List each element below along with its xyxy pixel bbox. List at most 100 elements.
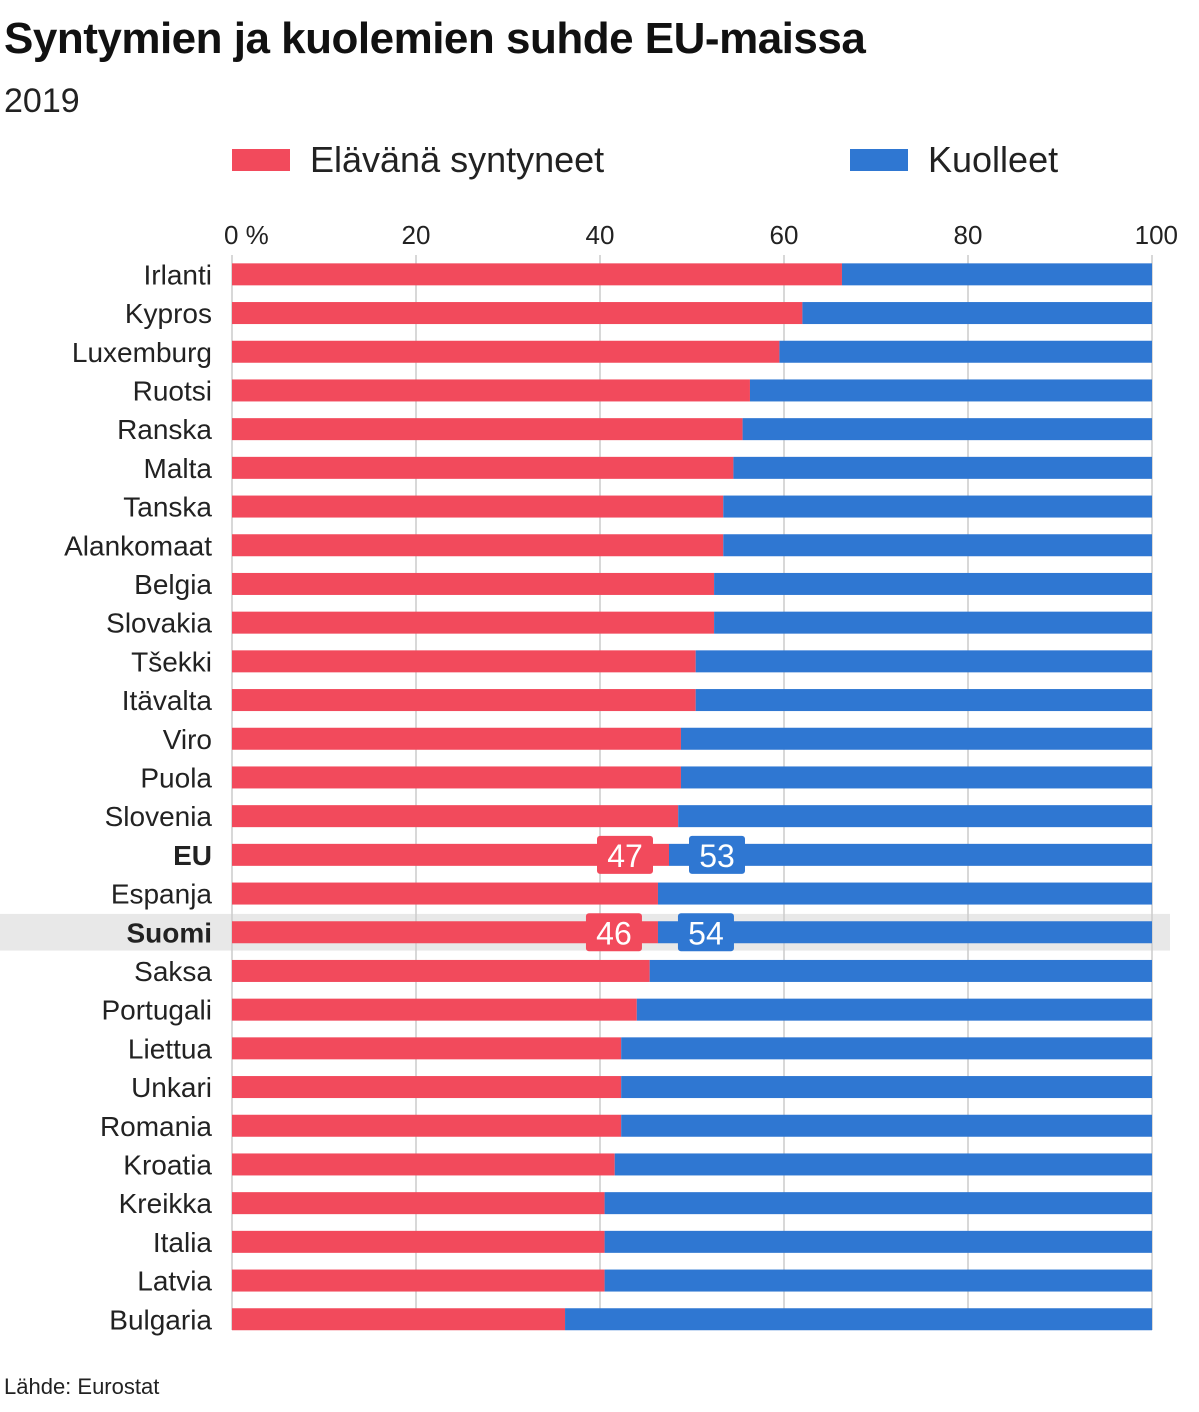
category-label: Italia xyxy=(153,1227,213,1258)
x-tick-label: 80 xyxy=(954,220,983,250)
chart-title: Syntymien ja kuolemien suhde EU-maissa xyxy=(4,14,866,63)
bar-deaths xyxy=(657,882,1152,905)
data-label-deaths: 54 xyxy=(688,915,724,951)
bar-deaths xyxy=(714,572,1152,595)
bar-births xyxy=(232,495,724,518)
bar-deaths xyxy=(695,689,1152,712)
bar-births xyxy=(232,689,696,712)
bar-births xyxy=(232,1037,622,1060)
bar-deaths xyxy=(678,805,1152,828)
x-tick-label: 100 xyxy=(1135,220,1178,250)
category-label: Liettua xyxy=(128,1033,212,1064)
bar-deaths xyxy=(714,611,1152,634)
stacked-bar-chart: 0 % 20 40 60 80 100 Irlanti Kypros Luxemburg Ruo… xyxy=(0,220,1178,1335)
bar-births xyxy=(232,882,658,905)
bar-births xyxy=(232,843,669,866)
category-label: Puola xyxy=(140,762,212,793)
category-label: Saksa xyxy=(134,956,212,987)
bar-deaths xyxy=(841,263,1152,286)
bar-deaths xyxy=(749,379,1152,402)
bar-births xyxy=(232,998,637,1021)
bar-births xyxy=(232,263,842,286)
category-label: Ranska xyxy=(117,414,212,445)
bar-deaths xyxy=(621,1037,1152,1060)
category-labels: Irlanti Kypros Luxemburg Ruotsi Ranska Malta T… xyxy=(64,259,212,1335)
data-label-births-box xyxy=(585,913,642,952)
bar-births xyxy=(232,959,650,982)
category-label: Suomi xyxy=(126,917,212,948)
bar-births xyxy=(232,1308,566,1331)
x-tick-label: 60 xyxy=(770,220,799,250)
category-label: EU xyxy=(173,840,212,871)
bar-births xyxy=(232,921,658,944)
data-label-deaths-box xyxy=(677,913,734,952)
bar-deaths xyxy=(621,1076,1152,1099)
bar-deaths xyxy=(657,921,1152,944)
bar-deaths xyxy=(779,340,1152,363)
data-label-births-box xyxy=(597,835,653,874)
bar-births xyxy=(232,727,681,750)
data-label-deaths-box xyxy=(689,835,745,874)
data-labels: 47 53 46 54 xyxy=(585,835,745,952)
category-label: Belgia xyxy=(134,569,212,600)
category-label: Slovenia xyxy=(105,801,213,832)
bar-births xyxy=(232,379,750,402)
category-label: Portugali xyxy=(101,995,212,1026)
category-label: Kreikka xyxy=(119,1188,213,1219)
legend-item-births: Elävänä syntyneet xyxy=(232,138,604,182)
bar-births xyxy=(232,572,715,595)
category-label: Irlanti xyxy=(144,259,212,290)
bar-births xyxy=(232,766,681,789)
bar-deaths xyxy=(649,959,1152,982)
category-label: Alankomaat xyxy=(64,530,212,561)
category-label: Kroatia xyxy=(123,1149,212,1180)
bar-births xyxy=(232,1192,605,1215)
data-label-births: 46 xyxy=(596,915,632,951)
category-label: Romania xyxy=(100,1111,212,1142)
bar-births xyxy=(232,1114,622,1137)
chart-subtitle: 2019 xyxy=(4,82,80,120)
bar-births xyxy=(232,650,696,673)
category-label: Luxemburg xyxy=(72,337,212,368)
category-label: Bulgaria xyxy=(109,1304,212,1335)
bar-deaths xyxy=(621,1114,1152,1137)
category-label: Kypros xyxy=(125,298,212,329)
bar-deaths xyxy=(802,302,1152,325)
data-label-deaths: 53 xyxy=(699,838,735,874)
bar-deaths xyxy=(614,1153,1152,1176)
category-label: Ruotsi xyxy=(133,375,212,406)
category-label: Tšekki xyxy=(131,646,212,677)
category-label: Espanja xyxy=(111,879,213,910)
legend-item-deaths: Kuolleet xyxy=(850,138,1058,182)
bars xyxy=(232,263,1152,1331)
category-label: Slovakia xyxy=(106,608,212,639)
bar-deaths xyxy=(723,534,1152,557)
x-tick-label: 0 % xyxy=(224,220,269,250)
bar-deaths xyxy=(680,766,1152,789)
legend-label-deaths: Kuolleet xyxy=(928,139,1059,180)
bar-deaths xyxy=(604,1269,1152,1292)
legend-swatch-births xyxy=(232,149,290,171)
bar-births xyxy=(232,611,715,634)
category-label: Tanska xyxy=(123,492,212,523)
x-tick-label: 40 xyxy=(586,220,615,250)
category-label: Unkari xyxy=(131,1072,212,1103)
bar-deaths xyxy=(565,1308,1152,1331)
category-label: Itävalta xyxy=(122,685,213,716)
legend-label-births: Elävänä syntyneet xyxy=(310,139,605,180)
bar-births xyxy=(232,418,743,441)
bar-deaths xyxy=(695,650,1152,673)
bar-deaths xyxy=(604,1192,1152,1215)
category-label: Latvia xyxy=(137,1266,212,1297)
bar-deaths xyxy=(733,456,1152,479)
bar-births xyxy=(232,1230,605,1253)
category-label: Viro xyxy=(163,724,212,755)
bar-births xyxy=(232,456,734,479)
bar-births xyxy=(232,302,803,325)
data-label-births: 47 xyxy=(607,838,643,874)
bar-deaths xyxy=(680,727,1152,750)
bar-deaths xyxy=(636,998,1152,1021)
bar-births xyxy=(232,805,679,828)
bar-deaths xyxy=(604,1230,1152,1253)
bar-births xyxy=(232,534,724,557)
